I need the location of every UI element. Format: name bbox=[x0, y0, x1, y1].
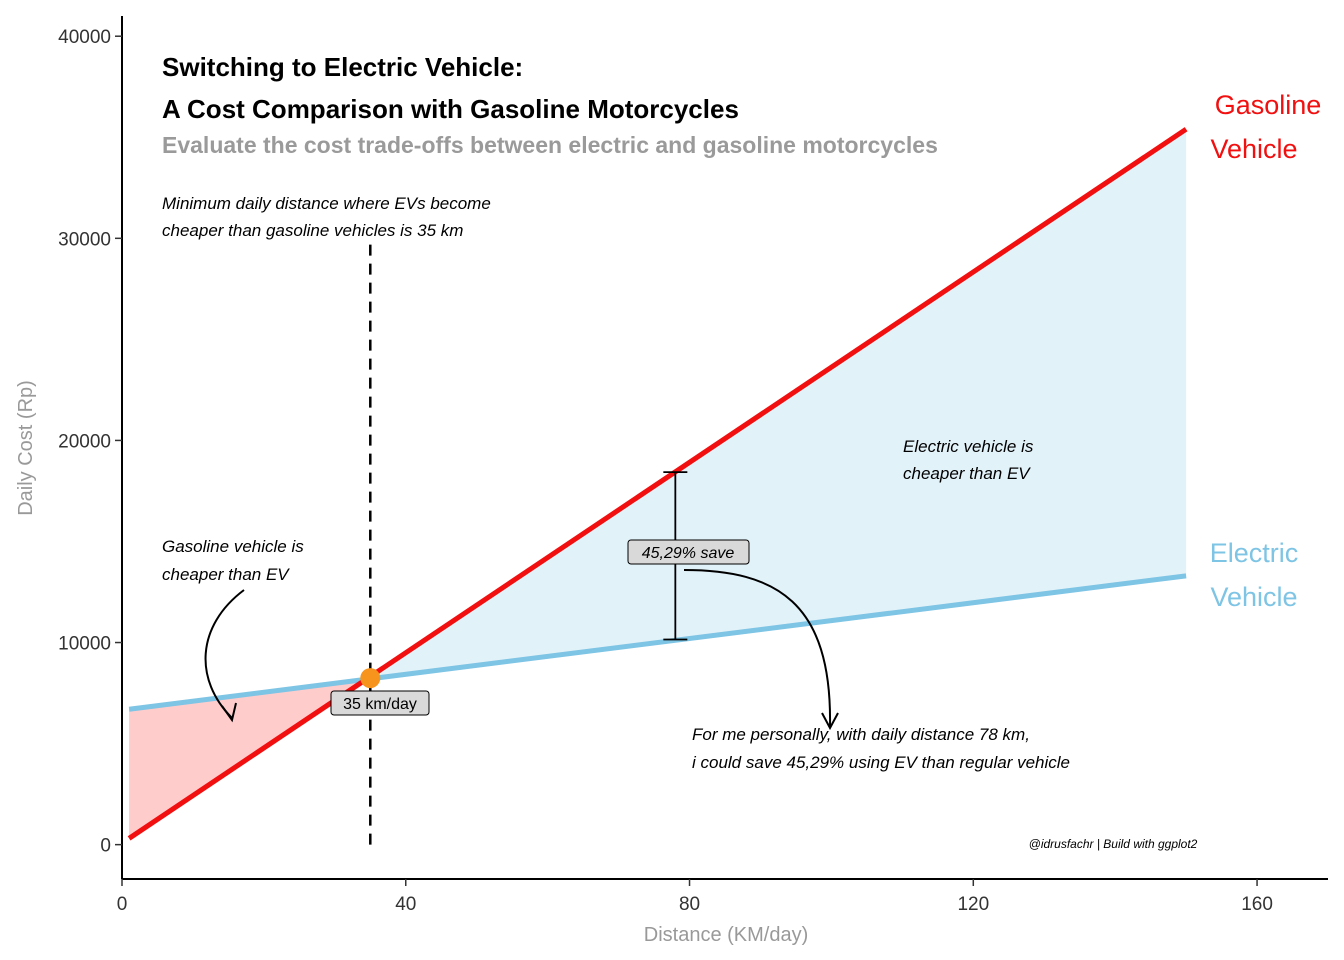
x-tick-label: 40 bbox=[395, 894, 416, 915]
break-even-label: 35 km/day bbox=[330, 690, 430, 716]
caption: @idrusfachr | Build with ggplot2 bbox=[1029, 837, 1198, 851]
y-tick-label: 0 bbox=[100, 836, 111, 857]
x-tick-label: 160 bbox=[1241, 894, 1273, 915]
x-tick-label: 0 bbox=[117, 894, 128, 915]
gas-cheaper-arrow bbox=[204, 589, 245, 719]
gas-cheaper-arrowhead bbox=[221, 702, 237, 723]
break-even-point bbox=[360, 668, 381, 689]
break-even-label-text: 35 km/day bbox=[343, 696, 417, 713]
electric-vehicle-line bbox=[128, 573, 1187, 712]
x-axis-title: Distance (KM/day) bbox=[644, 924, 809, 946]
gasoline-vehicle-line bbox=[127, 127, 1188, 841]
savings-label-text: 45,29% save bbox=[642, 545, 735, 562]
savings-label: 45,29% save bbox=[627, 539, 750, 565]
ev-cheaper-note-line2: cheaper than EV bbox=[903, 464, 1031, 483]
electric-series-label-line2: Vehicle bbox=[1210, 582, 1297, 612]
break-even-label-box bbox=[330, 690, 430, 716]
chart-title-line2: A Cost Comparison with Gasoline Motorcyc… bbox=[162, 94, 739, 124]
personal-note-arrowhead bbox=[821, 712, 839, 731]
gas-cheaper-note-line1: Gasoline vehicle is bbox=[162, 537, 304, 556]
y-tick-label: 30000 bbox=[58, 229, 111, 250]
gasoline-series-label-line2: Vehicle bbox=[1210, 134, 1297, 164]
personal-note-line2: i could save 45,29% using EV than regula… bbox=[692, 753, 1070, 772]
x-tick-label: 120 bbox=[957, 894, 989, 915]
electric-series-label-line1: Electric bbox=[1210, 538, 1299, 568]
gasoline-series-label-line1: Gasoline bbox=[1215, 90, 1322, 120]
gas-cheaper-note-line2: cheaper than EV bbox=[162, 565, 290, 584]
ev-cheaper-note-line1: Electric vehicle is bbox=[903, 437, 1034, 456]
y-tick-label: 20000 bbox=[58, 431, 111, 452]
chart-title-line1: Switching to Electric Vehicle: bbox=[162, 52, 523, 82]
min-distance-note-line1: Minimum daily distance where EVs become bbox=[162, 194, 491, 213]
min-distance-note-line2: cheaper than gasoline vehicles is 35 km bbox=[162, 221, 463, 240]
personal-note-line1: For me personally, with daily distance 7… bbox=[692, 725, 1030, 744]
savings-label-box bbox=[627, 539, 750, 565]
x-tick-label: 80 bbox=[679, 894, 700, 915]
chart-subtitle: Evaluate the cost trade-offs between ele… bbox=[162, 132, 938, 158]
y-axis-title: Daily Cost (Rp) bbox=[15, 380, 37, 516]
y-tick-label: 10000 bbox=[58, 634, 111, 655]
personal-note-arrow bbox=[683, 569, 832, 727]
y-tick-label: 40000 bbox=[58, 27, 111, 48]
